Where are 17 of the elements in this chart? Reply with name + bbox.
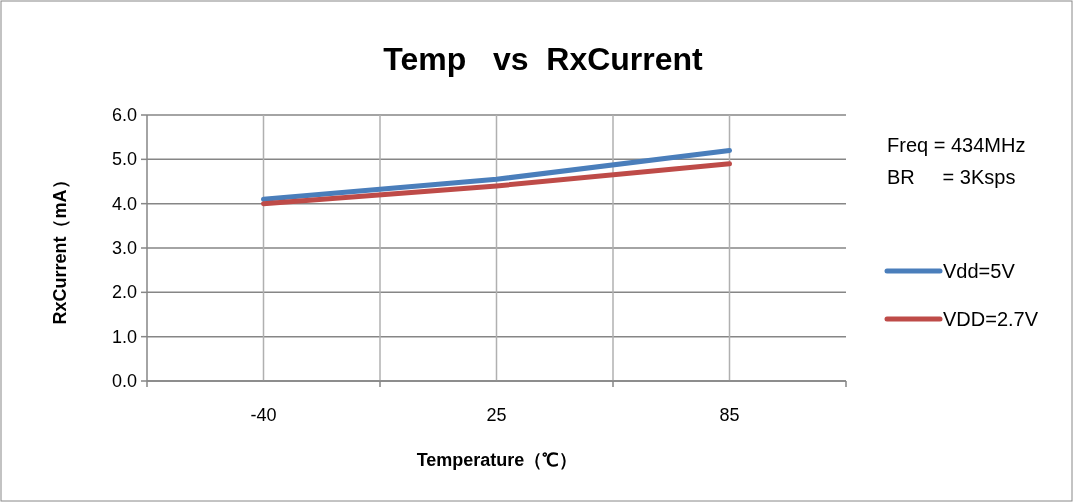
x-tick-label: 25	[486, 405, 507, 425]
y-tick-label: 2.0	[111, 282, 137, 303]
y-tick-label: 6.0	[111, 105, 137, 125]
x-axis-title: Temperature（℃）	[416, 450, 578, 470]
y-tick-label: 4.0	[111, 193, 137, 214]
y-tick-label: 3.0	[111, 238, 137, 258]
y-tick-label: 1.0	[111, 326, 137, 347]
text: BR = 3Ksps	[887, 166, 1016, 188]
text: Freq = 434MHz	[887, 134, 1026, 156]
y-tick-label: 5.0	[111, 149, 137, 170]
chart-title: Temp vs RxCurrent	[383, 41, 704, 77]
legend-label: VDD=2.7V	[943, 308, 1039, 330]
legend-label: Vdd=5V	[943, 260, 1016, 282]
x-tick-label: 85	[719, 405, 740, 425]
y-axis-title: RxCurrent（mA）	[50, 171, 70, 325]
y-tick-label: 0.0	[111, 371, 137, 391]
x-tick-label: -40	[250, 405, 277, 425]
